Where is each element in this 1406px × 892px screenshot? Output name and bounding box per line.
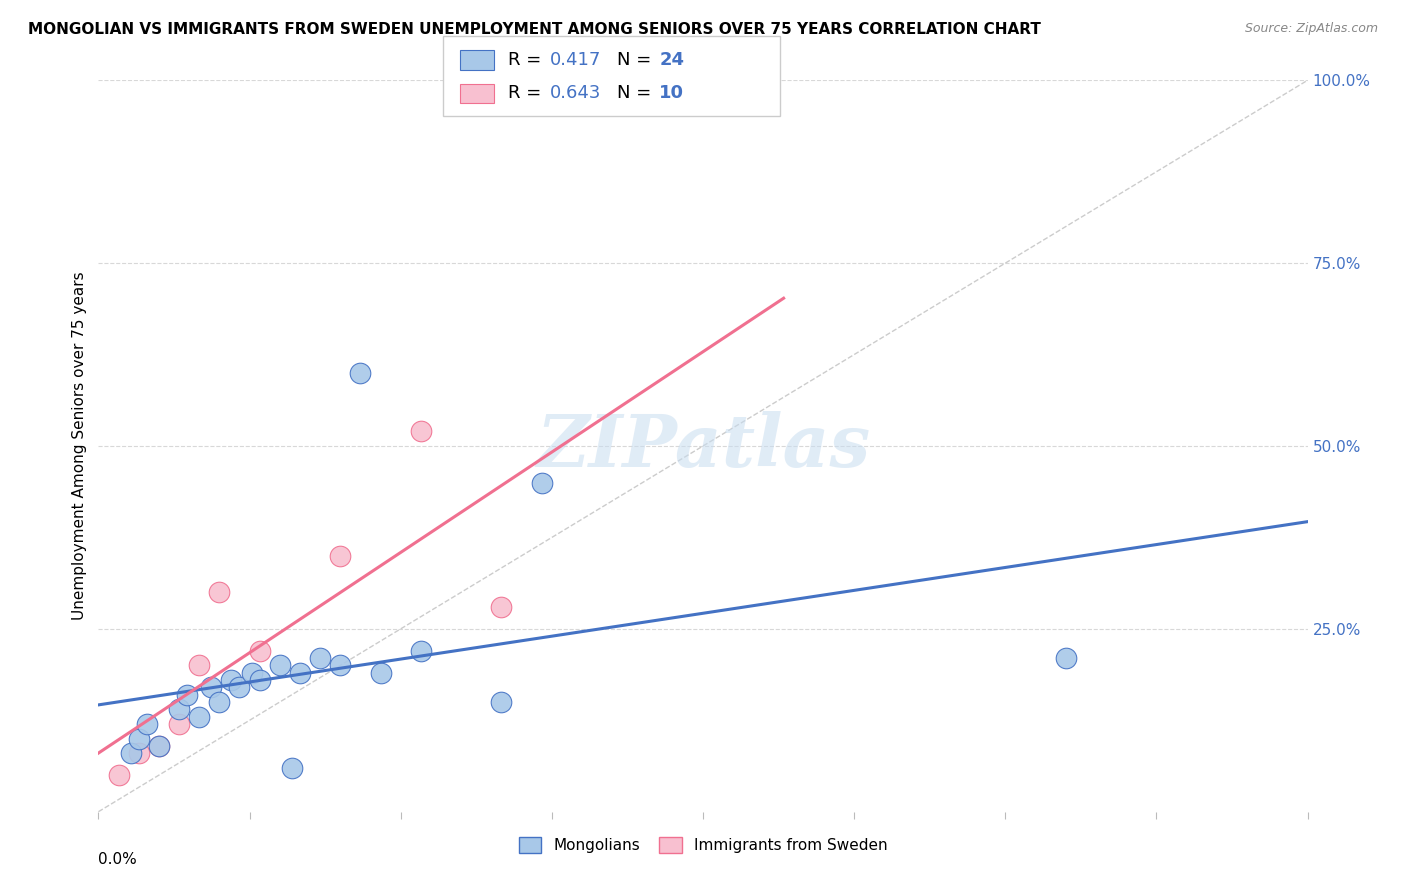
Text: N =: N =: [617, 51, 657, 69]
Text: 0.417: 0.417: [550, 51, 602, 69]
Point: [228, 681, 250, 695]
Point: [200, 681, 222, 695]
Point: [530, 475, 553, 490]
Point: [309, 651, 332, 665]
Point: [135, 717, 157, 731]
Text: 10: 10: [659, 85, 685, 103]
Point: [491, 599, 513, 614]
Point: [281, 761, 304, 775]
Point: [329, 549, 352, 563]
Text: 0.0%: 0.0%: [98, 852, 138, 867]
Point: [221, 673, 243, 687]
Text: R =: R =: [508, 85, 547, 103]
Text: 0.643: 0.643: [550, 85, 602, 103]
Point: [208, 585, 231, 599]
Point: [370, 665, 392, 680]
Text: ZIPatlas: ZIPatlas: [536, 410, 870, 482]
Point: [107, 768, 129, 782]
Point: [148, 739, 170, 753]
Point: [409, 425, 432, 439]
Point: [208, 695, 231, 709]
Legend: Mongolians, Immigrants from Sweden: Mongolians, Immigrants from Sweden: [512, 830, 894, 859]
Point: [249, 644, 271, 658]
Point: [176, 688, 198, 702]
Point: [188, 658, 211, 673]
Point: [148, 739, 170, 753]
Point: [128, 731, 150, 746]
Text: Source: ZipAtlas.com: Source: ZipAtlas.com: [1244, 22, 1378, 36]
Point: [188, 709, 211, 723]
Text: 24: 24: [659, 51, 685, 69]
Text: MONGOLIAN VS IMMIGRANTS FROM SWEDEN UNEMPLOYMENT AMONG SENIORS OVER 75 YEARS COR: MONGOLIAN VS IMMIGRANTS FROM SWEDEN UNEM…: [28, 22, 1040, 37]
Point: [120, 746, 142, 760]
Point: [240, 665, 263, 680]
Point: [269, 658, 291, 673]
Point: [491, 695, 513, 709]
Point: [349, 366, 371, 380]
Y-axis label: Unemployment Among Seniors over 75 years: Unemployment Among Seniors over 75 years: [72, 272, 87, 620]
Point: [128, 746, 150, 760]
Point: [288, 665, 311, 680]
Point: [249, 673, 271, 687]
Text: R =: R =: [508, 51, 547, 69]
Point: [167, 717, 190, 731]
Point: [167, 702, 190, 716]
Point: [409, 644, 432, 658]
Point: [329, 658, 352, 673]
Text: N =: N =: [617, 85, 657, 103]
Point: [1054, 651, 1077, 665]
